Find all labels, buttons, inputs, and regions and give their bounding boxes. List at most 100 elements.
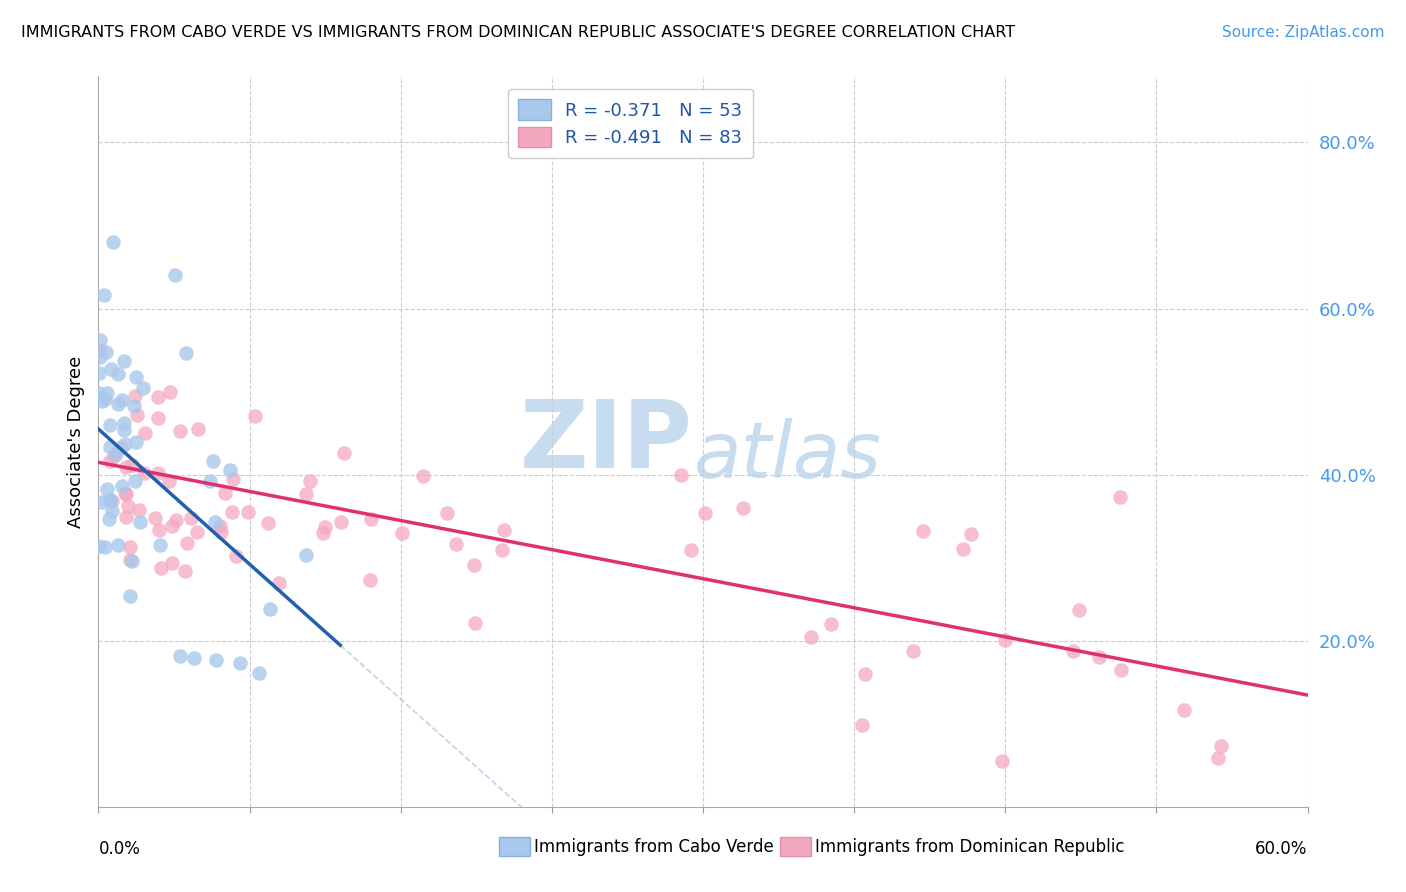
Point xyxy=(121,458,143,473)
Point xyxy=(131,380,153,394)
Point xyxy=(257,516,280,530)
Point xyxy=(122,399,145,413)
Point xyxy=(204,653,226,667)
Point xyxy=(112,354,135,368)
Point xyxy=(1062,643,1084,657)
Point xyxy=(491,542,513,557)
Point xyxy=(115,487,138,501)
Point xyxy=(160,519,183,533)
Point xyxy=(89,333,111,347)
Point xyxy=(800,630,823,644)
Point xyxy=(124,474,146,488)
Point xyxy=(169,424,191,438)
Point xyxy=(211,525,233,540)
Point xyxy=(312,525,335,540)
Point xyxy=(115,459,138,474)
Point xyxy=(111,479,134,493)
Point xyxy=(124,389,146,403)
Text: 0.0%: 0.0% xyxy=(98,840,141,858)
Point xyxy=(163,268,186,283)
Point xyxy=(120,589,142,603)
Point xyxy=(294,548,316,562)
Point xyxy=(214,486,236,500)
Point xyxy=(174,564,197,578)
Y-axis label: Associate's Degree: Associate's Degree xyxy=(66,355,84,528)
Point xyxy=(332,446,354,460)
Point xyxy=(120,541,142,555)
Point xyxy=(314,520,336,534)
Point xyxy=(125,435,148,450)
Point xyxy=(222,472,245,486)
Point xyxy=(115,510,138,524)
Point xyxy=(960,527,983,541)
Point xyxy=(103,449,125,463)
Point xyxy=(149,561,172,575)
Point xyxy=(1206,751,1229,765)
Point xyxy=(853,666,876,681)
Point xyxy=(1108,490,1130,504)
Point xyxy=(111,393,134,408)
Point xyxy=(100,440,122,454)
Point xyxy=(186,524,208,539)
Text: Source: ZipAtlas.com: Source: ZipAtlas.com xyxy=(1222,25,1385,40)
Point xyxy=(159,385,181,400)
Point xyxy=(98,493,121,508)
Point xyxy=(100,362,122,376)
Point xyxy=(146,466,169,480)
Point xyxy=(236,505,259,519)
Point xyxy=(97,511,120,525)
Point xyxy=(247,665,270,680)
Point xyxy=(820,616,842,631)
Point xyxy=(117,499,139,513)
Point xyxy=(952,542,974,557)
Point xyxy=(994,633,1017,648)
Point xyxy=(146,390,169,404)
Point xyxy=(107,538,129,552)
Point xyxy=(901,644,924,658)
Point xyxy=(202,454,225,468)
Point xyxy=(96,482,118,496)
Point xyxy=(912,524,935,538)
Point xyxy=(101,235,124,249)
Point xyxy=(157,475,180,489)
Point xyxy=(112,416,135,430)
Point xyxy=(295,486,318,500)
Point xyxy=(359,574,381,588)
Point xyxy=(90,394,112,409)
Point xyxy=(298,474,321,488)
Point xyxy=(98,453,121,467)
Point xyxy=(128,503,150,517)
Point xyxy=(221,505,243,519)
Point xyxy=(100,494,122,508)
Point xyxy=(110,441,132,455)
Point xyxy=(218,463,240,477)
Point xyxy=(87,385,110,400)
Point xyxy=(89,350,111,364)
Point xyxy=(183,650,205,665)
Point xyxy=(89,539,111,553)
Point xyxy=(990,754,1012,768)
Point xyxy=(733,501,755,516)
Point xyxy=(89,366,111,380)
Point xyxy=(174,345,197,359)
Point xyxy=(165,513,187,527)
Point xyxy=(464,615,486,630)
Point xyxy=(98,418,121,433)
Point xyxy=(145,511,167,525)
Point xyxy=(149,538,172,552)
Point xyxy=(176,535,198,549)
Point xyxy=(1111,663,1133,677)
Point xyxy=(125,409,148,423)
Point xyxy=(198,475,221,489)
Point xyxy=(329,515,352,529)
Point xyxy=(1087,650,1109,665)
Point xyxy=(492,523,515,537)
Point xyxy=(118,553,141,567)
Point xyxy=(94,345,117,359)
Legend: R = -0.371   N = 53, R = -0.491   N = 83: R = -0.371 N = 53, R = -0.491 N = 83 xyxy=(508,88,754,158)
Point xyxy=(436,506,458,520)
Point xyxy=(89,343,111,357)
Point xyxy=(446,537,468,551)
Point xyxy=(93,392,115,406)
Point xyxy=(134,466,156,480)
